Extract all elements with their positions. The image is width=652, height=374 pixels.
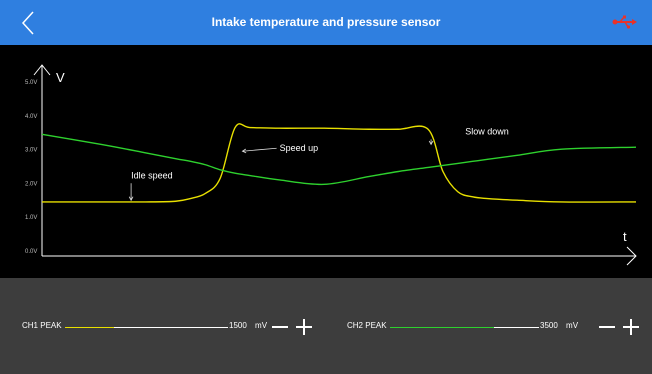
usb-icon <box>612 15 638 29</box>
y-tick-label: 2.0V <box>25 181 37 187</box>
ch1-peak-value: 1500 mV <box>229 321 267 330</box>
ch1-peak-unit: mV <box>255 321 267 330</box>
ch2-peak-slider[interactable] <box>390 327 539 328</box>
ch2-decrease-button[interactable] <box>598 318 616 336</box>
ch2-increase-button[interactable] <box>622 318 640 336</box>
ch2-peak-number: 3500 <box>540 321 558 330</box>
page-title: Intake temperature and pressure sensor <box>0 0 652 45</box>
ch1-peak-number: 1500 <box>229 321 247 330</box>
annotation-label: Idle speed <box>131 170 173 180</box>
annotation-label: Slow down <box>465 126 509 136</box>
ch2-peak-fill <box>390 327 494 328</box>
y-tick-label: 4.0V <box>25 114 37 120</box>
ch1-increase-button[interactable] <box>295 318 313 336</box>
y-tick-label: 1.0V <box>25 215 37 221</box>
ch1-decrease-button[interactable] <box>271 318 289 336</box>
annotation-label: Speed up <box>280 143 319 153</box>
x-axis-label: t <box>623 229 627 244</box>
annotation-arrow <box>242 148 276 151</box>
waveform-chart: 0.0V 1.0V 2.0V 3.0V 4.0V 5.0V Vt Idle speed Spee… <box>0 45 652 278</box>
ch2-peak-label: CH2 PEAK <box>347 321 387 330</box>
ch1-peak-label: CH1 PEAK <box>22 321 62 330</box>
ch2-peak-value: 3500 mV <box>540 321 578 330</box>
y-tick-label: 0.0V <box>25 249 37 255</box>
y-tick-label: 3.0V <box>25 148 37 154</box>
y-tick-label: 5.0V <box>25 80 37 86</box>
header-bar: Intake temperature and pressure sensor <box>0 0 652 45</box>
ch1-peak-slider[interactable] <box>65 327 228 328</box>
ch2-peak-unit: mV <box>566 321 578 330</box>
control-panel: CH1 PEAK 1500 mV CH2 PEAK 3500 mV <box>0 278 652 374</box>
ch1-peak-fill <box>65 327 114 328</box>
y-axis-label: V <box>56 70 65 85</box>
